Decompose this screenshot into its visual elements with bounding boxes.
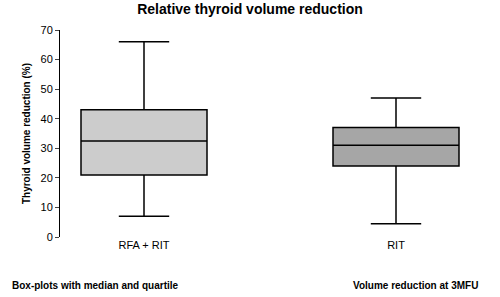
svg-text:10: 10	[41, 201, 53, 213]
svg-text:20: 20	[41, 172, 53, 184]
svg-text:Thyroid volume reduction (%): Thyroid volume reduction (%)	[21, 63, 32, 204]
svg-text:0: 0	[47, 231, 53, 243]
svg-text:70: 70	[41, 24, 53, 36]
svg-text:Relative thyroid volume reduct: Relative thyroid volume reduction	[137, 1, 363, 17]
svg-text:Volume reduction at 3MFU: Volume reduction at 3MFU	[353, 280, 478, 291]
svg-text:50: 50	[41, 83, 53, 95]
svg-text:60: 60	[41, 53, 53, 65]
svg-text:Box-plots with median and quar: Box-plots with median and quartile	[12, 280, 179, 291]
svg-text:RFA + RIT: RFA + RIT	[118, 239, 169, 251]
svg-text:30: 30	[41, 142, 53, 154]
svg-text:40: 40	[41, 113, 53, 125]
svg-text:RIT: RIT	[387, 239, 405, 251]
